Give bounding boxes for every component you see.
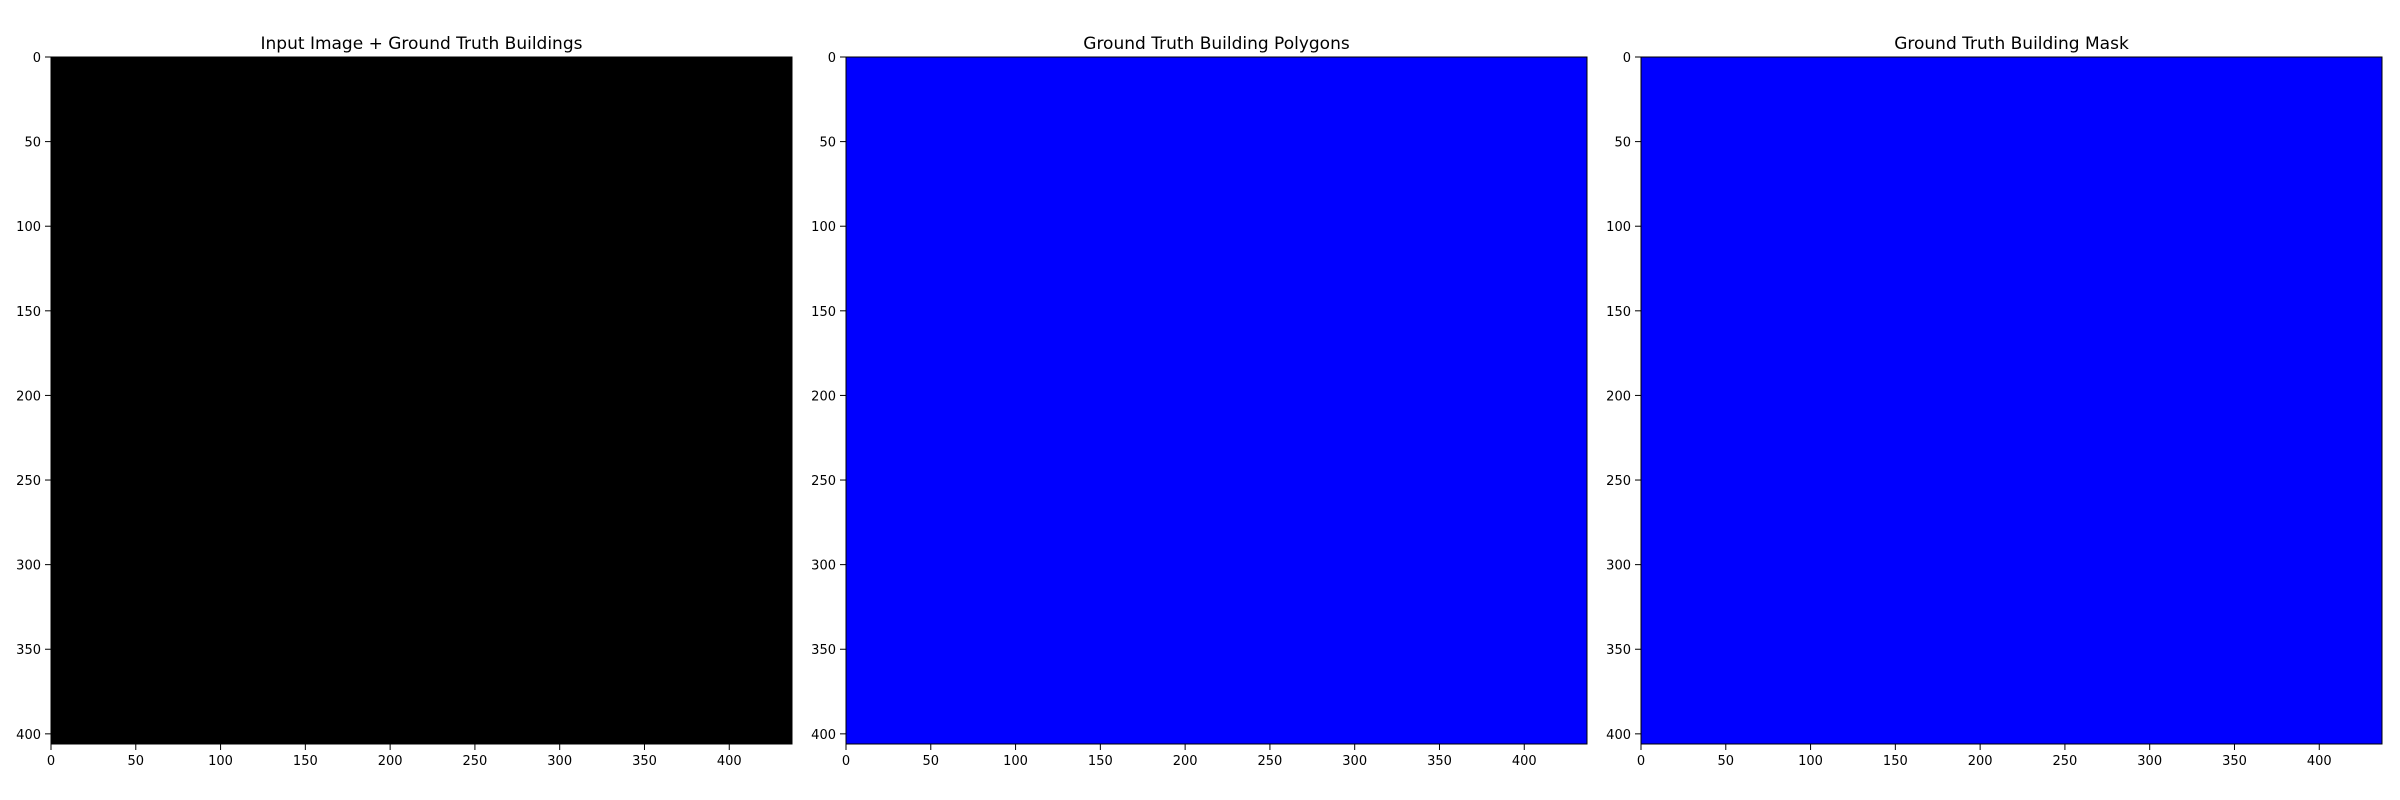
x-axis: 0 50 100 150 200 250 300 350 400 [842,744,1537,769]
x-tick-label: 300 [2137,754,2162,769]
y-tick-label: 150 [1606,305,1631,320]
x-tick-label: 150 [293,754,318,769]
y-tick-label: 400 [811,728,836,743]
x-tick-label: 350 [632,754,657,769]
image-area [846,57,1587,744]
y-tick-label: 200 [16,389,41,404]
y-axis: 0 50 100 150 200 250 300 350 400 [1606,51,1641,743]
x-tick-label: 400 [1512,754,1537,769]
image-area [51,57,792,744]
y-tick-label: 300 [16,559,41,574]
y-axis: 0 50 100 150 200 250 300 350 400 [811,51,846,743]
y-tick-label: 250 [16,474,41,489]
y-tick-label: 250 [1606,474,1631,489]
y-axis: 0 50 100 150 200 250 300 350 400 [16,51,51,743]
x-tick-label: 250 [2052,754,2077,769]
image-area [1641,57,2382,744]
x-tick-label: 100 [1003,754,1028,769]
y-tick-label: 50 [24,136,41,151]
x-tick-label: 400 [717,754,742,769]
x-tick-label: 300 [547,754,572,769]
axes-frame [1640,56,2383,745]
x-tick-label: 150 [1883,754,1908,769]
panel-title: Input Image + Ground Truth Buildings [261,34,583,54]
x-axis: 0 50 100 150 200 250 300 350 400 [47,744,742,769]
x-tick-label: 0 [1637,754,1645,769]
y-tick-label: 50 [1614,136,1631,151]
panel-building-mask: Ground Truth Building Mask 0 50 100 150 200 2… [1606,34,2383,769]
y-tick-label: 400 [1606,728,1631,743]
axes-frame [50,56,793,745]
x-tick-label: 0 [47,754,55,769]
x-axis: 0 50 100 150 200 250 300 350 400 [1637,744,2332,769]
y-tick-label: 250 [811,474,836,489]
x-tick-label: 350 [1427,754,1452,769]
y-tick-label: 0 [1623,51,1631,66]
y-tick-label: 350 [16,643,41,658]
x-tick-label: 350 [2222,754,2247,769]
x-tick-label: 50 [128,754,145,769]
y-tick-label: 0 [33,51,41,66]
y-tick-label: 100 [1606,220,1631,235]
y-tick-label: 350 [811,643,836,658]
x-tick-label: 200 [1173,754,1198,769]
y-tick-label: 100 [16,220,41,235]
x-tick-label: 200 [378,754,403,769]
x-tick-label: 200 [1968,754,1993,769]
panel-building-polygons: Ground Truth Building Polygons 0 50 100 150… [811,34,1588,769]
y-tick-label: 400 [16,728,41,743]
x-tick-label: 50 [923,754,940,769]
axes-frame [845,56,1588,745]
y-tick-label: 350 [1606,643,1631,658]
y-tick-label: 100 [811,220,836,235]
y-tick-label: 200 [1606,389,1631,404]
x-tick-label: 250 [462,754,487,769]
x-tick-label: 250 [1257,754,1282,769]
y-tick-label: 0 [828,51,836,66]
y-tick-label: 50 [819,136,836,151]
panel-title: Ground Truth Building Mask [1894,34,2129,54]
x-tick-label: 50 [1718,754,1735,769]
x-tick-label: 100 [208,754,233,769]
x-tick-label: 400 [2307,754,2332,769]
y-tick-label: 300 [1606,559,1631,574]
y-tick-label: 300 [811,559,836,574]
x-tick-label: 150 [1088,754,1113,769]
panel-title: Ground Truth Building Polygons [1083,34,1350,54]
y-tick-label: 150 [16,305,41,320]
y-tick-label: 150 [811,305,836,320]
y-tick-label: 200 [811,389,836,404]
x-tick-label: 0 [842,754,850,769]
x-tick-label: 100 [1798,754,1823,769]
x-tick-label: 300 [1342,754,1367,769]
panel-input-image: Input Image + Ground Truth Buildings 0 50… [16,34,793,769]
